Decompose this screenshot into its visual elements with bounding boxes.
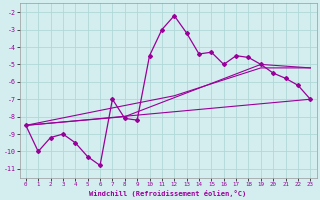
X-axis label: Windchill (Refroidissement éolien,°C): Windchill (Refroidissement éolien,°C) [90, 190, 247, 197]
